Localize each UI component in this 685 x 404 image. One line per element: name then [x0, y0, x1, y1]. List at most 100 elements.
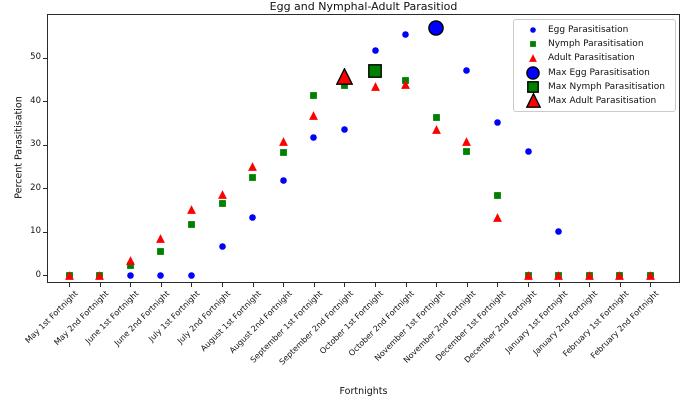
x-tick-label: June 2nd Fortnight: [112, 289, 172, 348]
x-tick-mark: [130, 283, 132, 287]
point-circle: [524, 148, 532, 156]
x-tick-mark: [436, 283, 438, 287]
point-circle: [310, 133, 318, 141]
legend-item-label: Nymph Parasitisation: [548, 39, 644, 50]
point-square: [340, 81, 348, 89]
point-triangle: [278, 137, 288, 147]
x-tick-mark: [558, 283, 560, 287]
point-triangle: [95, 270, 104, 280]
point-square: [218, 199, 226, 207]
point-triangle: [217, 190, 227, 200]
x-tick-mark: [252, 283, 254, 287]
x-tick-mark: [528, 283, 529, 287]
y-tick-label: 40: [30, 95, 41, 106]
legend-square-icon: [518, 80, 548, 93]
x-tick-mark: [191, 283, 193, 287]
point-circle: [188, 271, 195, 279]
x-axis-label: Fortnights: [339, 386, 388, 397]
point-circle: [157, 271, 165, 279]
point-triangle: [125, 256, 135, 266]
point-circle: [249, 214, 256, 221]
legend: Egg Parasitisation Nymph Parasitisation Ad…: [513, 19, 676, 112]
point-triangle: [645, 270, 655, 280]
point-circle: [341, 126, 348, 134]
point-triangle: [186, 205, 196, 215]
point-triangle: [309, 111, 319, 121]
point-circle: [218, 242, 226, 250]
point-triangle: [462, 137, 472, 147]
point-triangle: [584, 270, 594, 280]
legend-item: Adult Parasitisation: [518, 51, 671, 65]
point-circle: [555, 228, 562, 235]
x-tick-label: July 2nd Fortnight: [175, 289, 233, 346]
point-triangle: [523, 270, 533, 280]
point-circle: [126, 271, 134, 279]
x-tick-label: May 1st Fortnight: [23, 289, 80, 346]
max-point-circle: [428, 20, 444, 36]
point-circle: [494, 119, 501, 126]
legend-item-label: Max Nymph Parasitisation: [548, 81, 665, 92]
point-circle: [463, 67, 471, 75]
y-tick-label: 50: [30, 52, 41, 62]
legend-item-label: Adult Parasitisation: [548, 53, 635, 64]
point-triangle: [64, 270, 74, 280]
x-tick-mark: [497, 283, 499, 287]
legend-square-icon: [518, 41, 548, 48]
point-circle: [279, 177, 287, 184]
x-tick-label: June 1st Fortnight: [83, 289, 141, 346]
legend-item-label: Egg Parasitisation: [548, 25, 629, 36]
x-tick-mark: [589, 283, 591, 287]
point-triangle: [248, 161, 257, 171]
x-tick-label: May 2nd Fortnight: [51, 289, 110, 348]
point-square: [187, 221, 195, 228]
x-tick-mark: [160, 283, 162, 287]
legend-item: Max Nymph Parasitisation: [518, 80, 671, 94]
y-tick-mark: [43, 144, 47, 146]
x-tick-mark: [69, 283, 70, 287]
point-square: [463, 148, 471, 155]
x-tick-mark: [344, 283, 346, 287]
x-tick-mark: [283, 283, 285, 287]
point-square: [126, 262, 134, 270]
max-point-square: [368, 64, 382, 79]
point-triangle: [492, 213, 502, 222]
y-tick-mark: [43, 57, 47, 59]
x-tick-mark: [99, 283, 101, 287]
y-tick-mark: [43, 101, 47, 102]
legend-triangle-icon: [518, 93, 548, 109]
legend-item: Egg Parasitisation: [518, 23, 671, 37]
legend-item: Max Adult Parasitisation: [518, 93, 671, 109]
point-square: [279, 148, 287, 156]
y-tick-label: 20: [30, 182, 41, 193]
legend-item-label: Max Adult Parasitisation: [548, 95, 657, 106]
x-tick-mark: [375, 283, 376, 287]
point-triangle: [156, 234, 166, 244]
legend-item: Max Egg Parasitisation: [518, 65, 671, 80]
legend-circle-icon: [518, 65, 548, 80]
point-square: [432, 114, 440, 121]
y-tick-label: 10: [30, 226, 41, 236]
point-square: [493, 192, 501, 200]
x-tick-mark: [405, 283, 407, 287]
x-tick-mark: [619, 283, 621, 287]
point-circle: [402, 31, 409, 39]
legend-item: Nymph Parasitisation: [518, 37, 671, 51]
y-tick-mark: [43, 188, 47, 189]
point-square: [249, 174, 256, 182]
x-tick-label: August 1st Fortnight: [198, 289, 263, 354]
legend-item-label: Max Egg Parasitisation: [548, 67, 650, 78]
x-tick-mark: [466, 283, 468, 287]
y-tick-label: 0: [35, 269, 41, 280]
point-square: [157, 247, 165, 255]
y-tick-mark: [43, 231, 47, 233]
x-tick-mark: [313, 283, 315, 287]
point-circle: [371, 47, 379, 55]
x-tick-mark: [650, 283, 652, 287]
legend-circle-icon: [518, 27, 548, 33]
point-triangle: [615, 270, 625, 280]
point-square: [310, 92, 318, 100]
point-triangle: [401, 80, 410, 89]
point-triangle: [370, 81, 380, 91]
point-triangle: [554, 270, 563, 280]
